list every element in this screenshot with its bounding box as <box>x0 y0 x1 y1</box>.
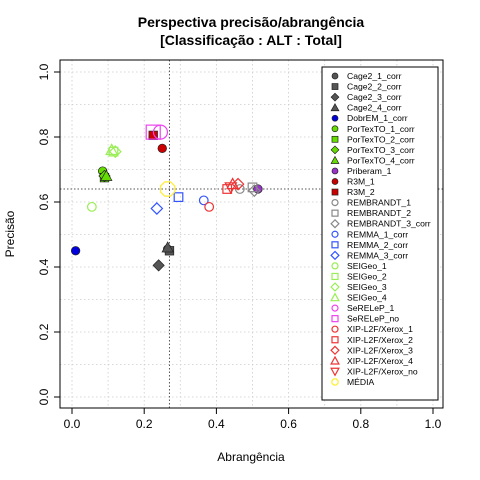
x-axis-label: Abrangência <box>217 450 285 464</box>
legend-box <box>321 66 439 401</box>
legend-label: Priberam_1 <box>347 166 392 176</box>
data-point <box>145 124 161 140</box>
legend-marker <box>330 92 340 102</box>
data-point <box>86 201 97 212</box>
legend-label: XIP-L2F/Xerox_4 <box>347 356 413 366</box>
legend-label: XIP-L2F/Xerox_2 <box>347 335 413 345</box>
legend-label: SEIGeo_4 <box>347 293 387 303</box>
x-tick-label: 0.8 <box>352 417 369 431</box>
legend-marker <box>330 145 340 155</box>
legend-label: XIP-L2F/Xerox_3 <box>347 345 413 355</box>
plot-frame <box>59 59 444 409</box>
y-tick-label: 0.8 <box>37 128 51 145</box>
legend-label: REMBRANDT_2 <box>347 208 411 218</box>
data-point <box>247 184 261 198</box>
legend-marker <box>331 114 339 122</box>
legend-marker <box>331 241 339 249</box>
legend-label: XIP-L2F/Xerox_1 <box>347 324 413 334</box>
y-axis-label: Precisão <box>3 210 17 257</box>
legend-marker <box>331 209 339 217</box>
legend: Cage2_1_corrCage2_2_corrCage2_3_corrCage… <box>321 66 439 401</box>
x-tick-label: 0.2 <box>136 417 153 431</box>
legend-label: XIP-L2F/Xerox_no <box>347 366 418 376</box>
data-point <box>105 143 119 156</box>
data-point <box>150 202 164 215</box>
data-points <box>70 124 263 272</box>
legend-label: PorTexTO_1_corr <box>347 124 415 134</box>
legend-marker <box>330 218 340 229</box>
data-point <box>70 246 81 256</box>
legend-label: MÉDIA <box>347 377 374 387</box>
legend-marker <box>330 155 340 164</box>
legend-label: SEIGeo_2 <box>347 271 387 281</box>
legend-label: Cage2_3_corr <box>347 92 402 102</box>
legend-marker <box>331 167 339 175</box>
y-tick-label: 0.6 <box>37 193 51 210</box>
axes: 0.0 0.2 0.4 0.6 0.8 1.0 0.0 0.2 0.4 0.6 0.8 1.0 <box>37 59 444 431</box>
legend-marker <box>331 272 339 281</box>
legend-label: REMMA_3_corr <box>347 250 408 260</box>
legend-label: Cage2_2_corr <box>347 82 402 92</box>
data-point <box>224 182 238 195</box>
y-tick-label: 0.2 <box>37 323 51 340</box>
legend-marker <box>330 250 340 261</box>
legend-label: REMBRANDT_3_corr <box>347 219 431 229</box>
legend-marker <box>331 230 339 238</box>
legend-label: R3M_1 <box>347 177 375 187</box>
legend-marker <box>331 336 339 344</box>
legend-marker <box>331 325 339 333</box>
legend-marker <box>330 103 340 112</box>
legend-label: SEIGeo_1 <box>347 261 387 271</box>
data-point <box>204 201 215 212</box>
legend-label: DobrEM_1_corr <box>347 113 408 123</box>
legend-marker <box>331 125 339 133</box>
data-point <box>198 195 209 206</box>
legend-label: REMBRANDT_1 <box>347 198 411 208</box>
data-point <box>161 241 174 253</box>
x-tick-label: 0.0 <box>64 417 81 431</box>
y-tick-label: 0.0 <box>37 388 51 405</box>
legend-label: REMMA_2_corr <box>347 240 408 250</box>
x-tick-label: 0.4 <box>208 417 225 431</box>
legend-label: PorTexTO_2_corr <box>347 134 415 144</box>
legend-marker <box>331 378 339 386</box>
legend-label: SEIGeo_3 <box>347 282 387 292</box>
legend-label: PorTexTO_4_corr <box>347 155 415 165</box>
legend-marker <box>331 83 339 90</box>
legend-marker <box>330 367 340 377</box>
legend-label: R3M_2 <box>347 187 375 197</box>
y-tick-label: 1.0 <box>37 63 51 80</box>
legend-label: SeRELeP_no <box>347 314 399 324</box>
legend-marker <box>331 199 339 207</box>
legend-marker <box>331 188 339 196</box>
legend-label: Cage2_4_corr <box>347 103 402 113</box>
legend-label: PorTexTO_3_corr <box>347 145 415 155</box>
legend-marker <box>331 135 339 143</box>
legend-marker <box>331 315 339 323</box>
legend-marker <box>330 345 340 356</box>
x-tick-label: 1.0 <box>425 417 442 431</box>
legend-marker <box>331 72 339 80</box>
x-tick-label: 0.6 <box>280 417 297 431</box>
legend-marker <box>331 178 339 185</box>
data-point <box>159 181 176 197</box>
legend-label: REMMA_1_corr <box>347 229 408 239</box>
legend-marker <box>330 282 340 292</box>
legend-marker <box>330 355 340 365</box>
legend-marker <box>330 292 340 302</box>
y-tick-label: 0.4 <box>37 258 51 275</box>
chart-title: Perspectiva precisão/abrangência <box>138 14 365 30</box>
data-point <box>157 143 167 154</box>
data-point <box>100 169 113 181</box>
data-point <box>173 192 184 203</box>
data-point <box>152 259 165 272</box>
legend-label: Cage2_1_corr <box>347 71 402 81</box>
legend-marker <box>331 262 339 270</box>
legend-marker <box>331 304 339 312</box>
legend-label: SeRELeP_1 <box>347 303 395 313</box>
data-point <box>108 145 122 159</box>
chart-subtitle: [Classificação : ALT : Total] <box>160 32 342 48</box>
